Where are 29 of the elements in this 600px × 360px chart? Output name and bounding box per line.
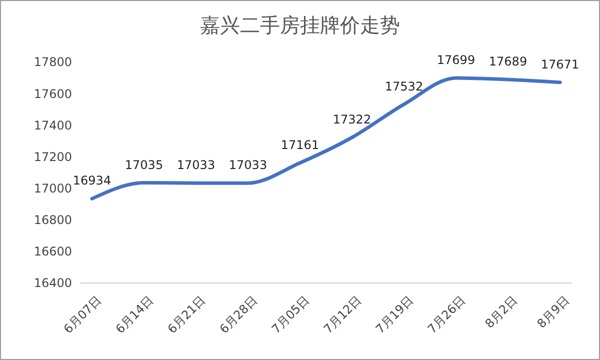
data-label: 17161 bbox=[280, 138, 320, 152]
data-label: 17033 bbox=[228, 158, 268, 172]
data-label: 17699 bbox=[436, 52, 476, 67]
y-tick-label: 17800 bbox=[34, 55, 72, 70]
x-tick-label: 7月05日 bbox=[268, 293, 312, 336]
y-tick-label: 17400 bbox=[34, 118, 72, 132]
data-label: 17035 bbox=[124, 158, 164, 172]
y-tick-label: 17000 bbox=[34, 181, 72, 196]
x-tick-label: 8月9日 bbox=[534, 293, 572, 331]
data-label: 17532 bbox=[384, 79, 424, 94]
x-tick-label: 6月07日 bbox=[60, 293, 104, 336]
y-tick-label: 16600 bbox=[34, 244, 72, 259]
y-tick-label: 16400 bbox=[34, 276, 72, 290]
y-tick-label: 17200 bbox=[34, 150, 72, 164]
x-tick-label: 6月14日 bbox=[112, 293, 156, 336]
data-label: 17033 bbox=[176, 158, 216, 172]
data-label: 17671 bbox=[540, 57, 580, 72]
y-tick-label: 16800 bbox=[34, 213, 72, 228]
x-tick-label: 7月12日 bbox=[320, 293, 364, 336]
data-label: 17322 bbox=[332, 112, 372, 126]
y-tick-label: 17600 bbox=[34, 86, 72, 101]
x-tick-label: 8月2日 bbox=[482, 293, 520, 331]
x-tick-label: 6月21日 bbox=[164, 293, 208, 336]
x-tick-label: 7月19日 bbox=[372, 293, 416, 336]
x-tick-label: 6月28日 bbox=[216, 293, 260, 336]
x-tick-label: 7月26日 bbox=[424, 293, 468, 336]
data-label: 17689 bbox=[488, 54, 528, 69]
data-label: 16934 bbox=[72, 174, 112, 188]
chart-title: 嘉兴二手房挂牌价走势 bbox=[200, 13, 400, 37]
